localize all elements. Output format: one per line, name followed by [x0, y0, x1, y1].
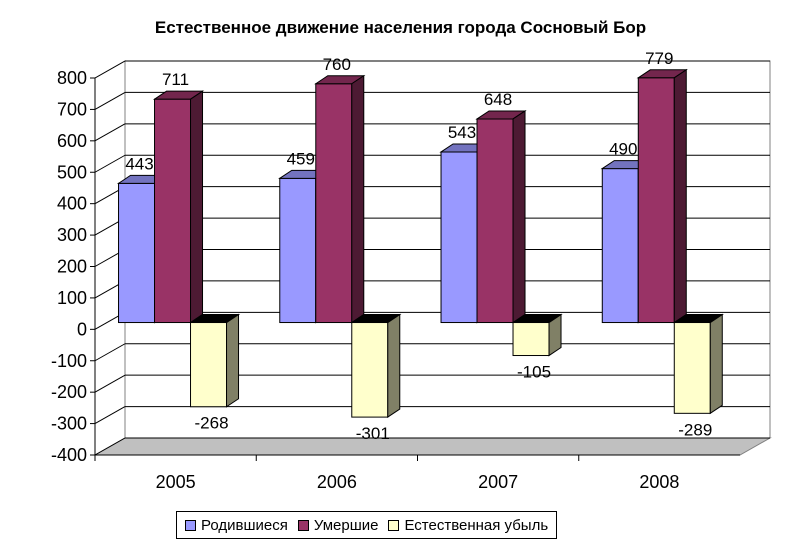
data-label: 443	[125, 154, 153, 173]
y-tick-label: 300	[57, 225, 87, 245]
data-labels: 443 711 -268 459 760 -301 543 648 -105 490 779 -289	[125, 49, 712, 443]
gridline-side	[94, 437, 126, 456]
bar	[279, 177, 317, 324]
x-axis-ticks: 2005 2006 2007 2008	[94, 454, 740, 492]
y-tick-label: 600	[57, 131, 87, 151]
x-tick-label: 2005	[156, 472, 196, 492]
bar	[601, 168, 639, 324]
bar	[315, 83, 353, 324]
bar	[118, 182, 156, 324]
bar-side	[387, 313, 401, 419]
gridline-side	[94, 91, 126, 110]
x-tick-label: 2008	[639, 472, 679, 492]
bar	[190, 322, 228, 408]
x-tick-label: 2007	[478, 472, 518, 492]
bar-side	[709, 313, 723, 415]
bar-side	[673, 68, 687, 324]
x-tick-label: 2006	[317, 472, 357, 492]
bars	[116, 68, 724, 419]
data-label: -301	[356, 424, 390, 443]
y-tick-label: 500	[57, 162, 87, 182]
bar	[440, 151, 478, 324]
y-tick-label: 700	[57, 99, 87, 119]
data-label: 648	[484, 90, 512, 109]
floor	[93, 437, 772, 456]
bar	[637, 77, 675, 324]
data-label: 779	[645, 49, 673, 68]
y-axis-ticks: 800 700 600 500 400 300 200 100 0 -100 -200 -300 -40…	[51, 68, 96, 465]
legend-entry: Родившиеся	[185, 517, 288, 534]
legend: Родившиеся Умершие Естественная убыль	[176, 511, 558, 539]
gridline-side	[94, 60, 126, 79]
legend-entry: Естественная убыль	[388, 517, 548, 534]
data-label: 711	[162, 70, 189, 89]
bar	[512, 322, 550, 357]
bar	[673, 322, 711, 414]
gridline-side	[94, 406, 126, 425]
bar	[476, 118, 514, 324]
bar	[351, 322, 389, 418]
data-label: -105	[517, 363, 551, 382]
y-tick-label: 200	[57, 257, 87, 277]
data-label: 459	[287, 149, 315, 168]
gridline-side	[94, 374, 126, 393]
gridline-side	[94, 123, 126, 142]
legend-swatch	[388, 519, 400, 531]
bar-side	[512, 110, 526, 324]
y-tick-label: -200	[51, 382, 87, 402]
y-tick-label: 400	[57, 194, 87, 214]
gridline-side	[94, 154, 126, 173]
bar-side	[548, 313, 562, 357]
legend-swatch	[297, 519, 309, 531]
y-tick-label: -400	[51, 445, 87, 465]
y-tick-label: 800	[57, 68, 87, 88]
bar-side	[226, 313, 240, 408]
gridline-side	[94, 343, 126, 362]
bar	[154, 98, 192, 324]
bar-side	[351, 74, 365, 324]
legend-swatch	[185, 519, 196, 531]
data-label: 490	[609, 140, 637, 159]
legend-label: Естественная убыль	[404, 516, 549, 534]
legend-entry: Умершие	[297, 516, 379, 534]
chart-title: Естественное движение населения города С…	[154, 18, 647, 37]
legend-label: Умершие	[313, 516, 379, 534]
data-label: 543	[448, 123, 476, 142]
y-tick-label: 0	[77, 319, 87, 339]
y-tick-label: -300	[51, 414, 87, 434]
data-label: -268	[195, 414, 229, 433]
legend-label: Родившиеся	[201, 516, 288, 534]
y-tick-label: -100	[51, 351, 87, 371]
y-tick-label: 100	[57, 288, 87, 308]
bar-side	[190, 90, 204, 324]
data-label: 760	[323, 55, 351, 74]
data-label: -289	[678, 420, 712, 439]
